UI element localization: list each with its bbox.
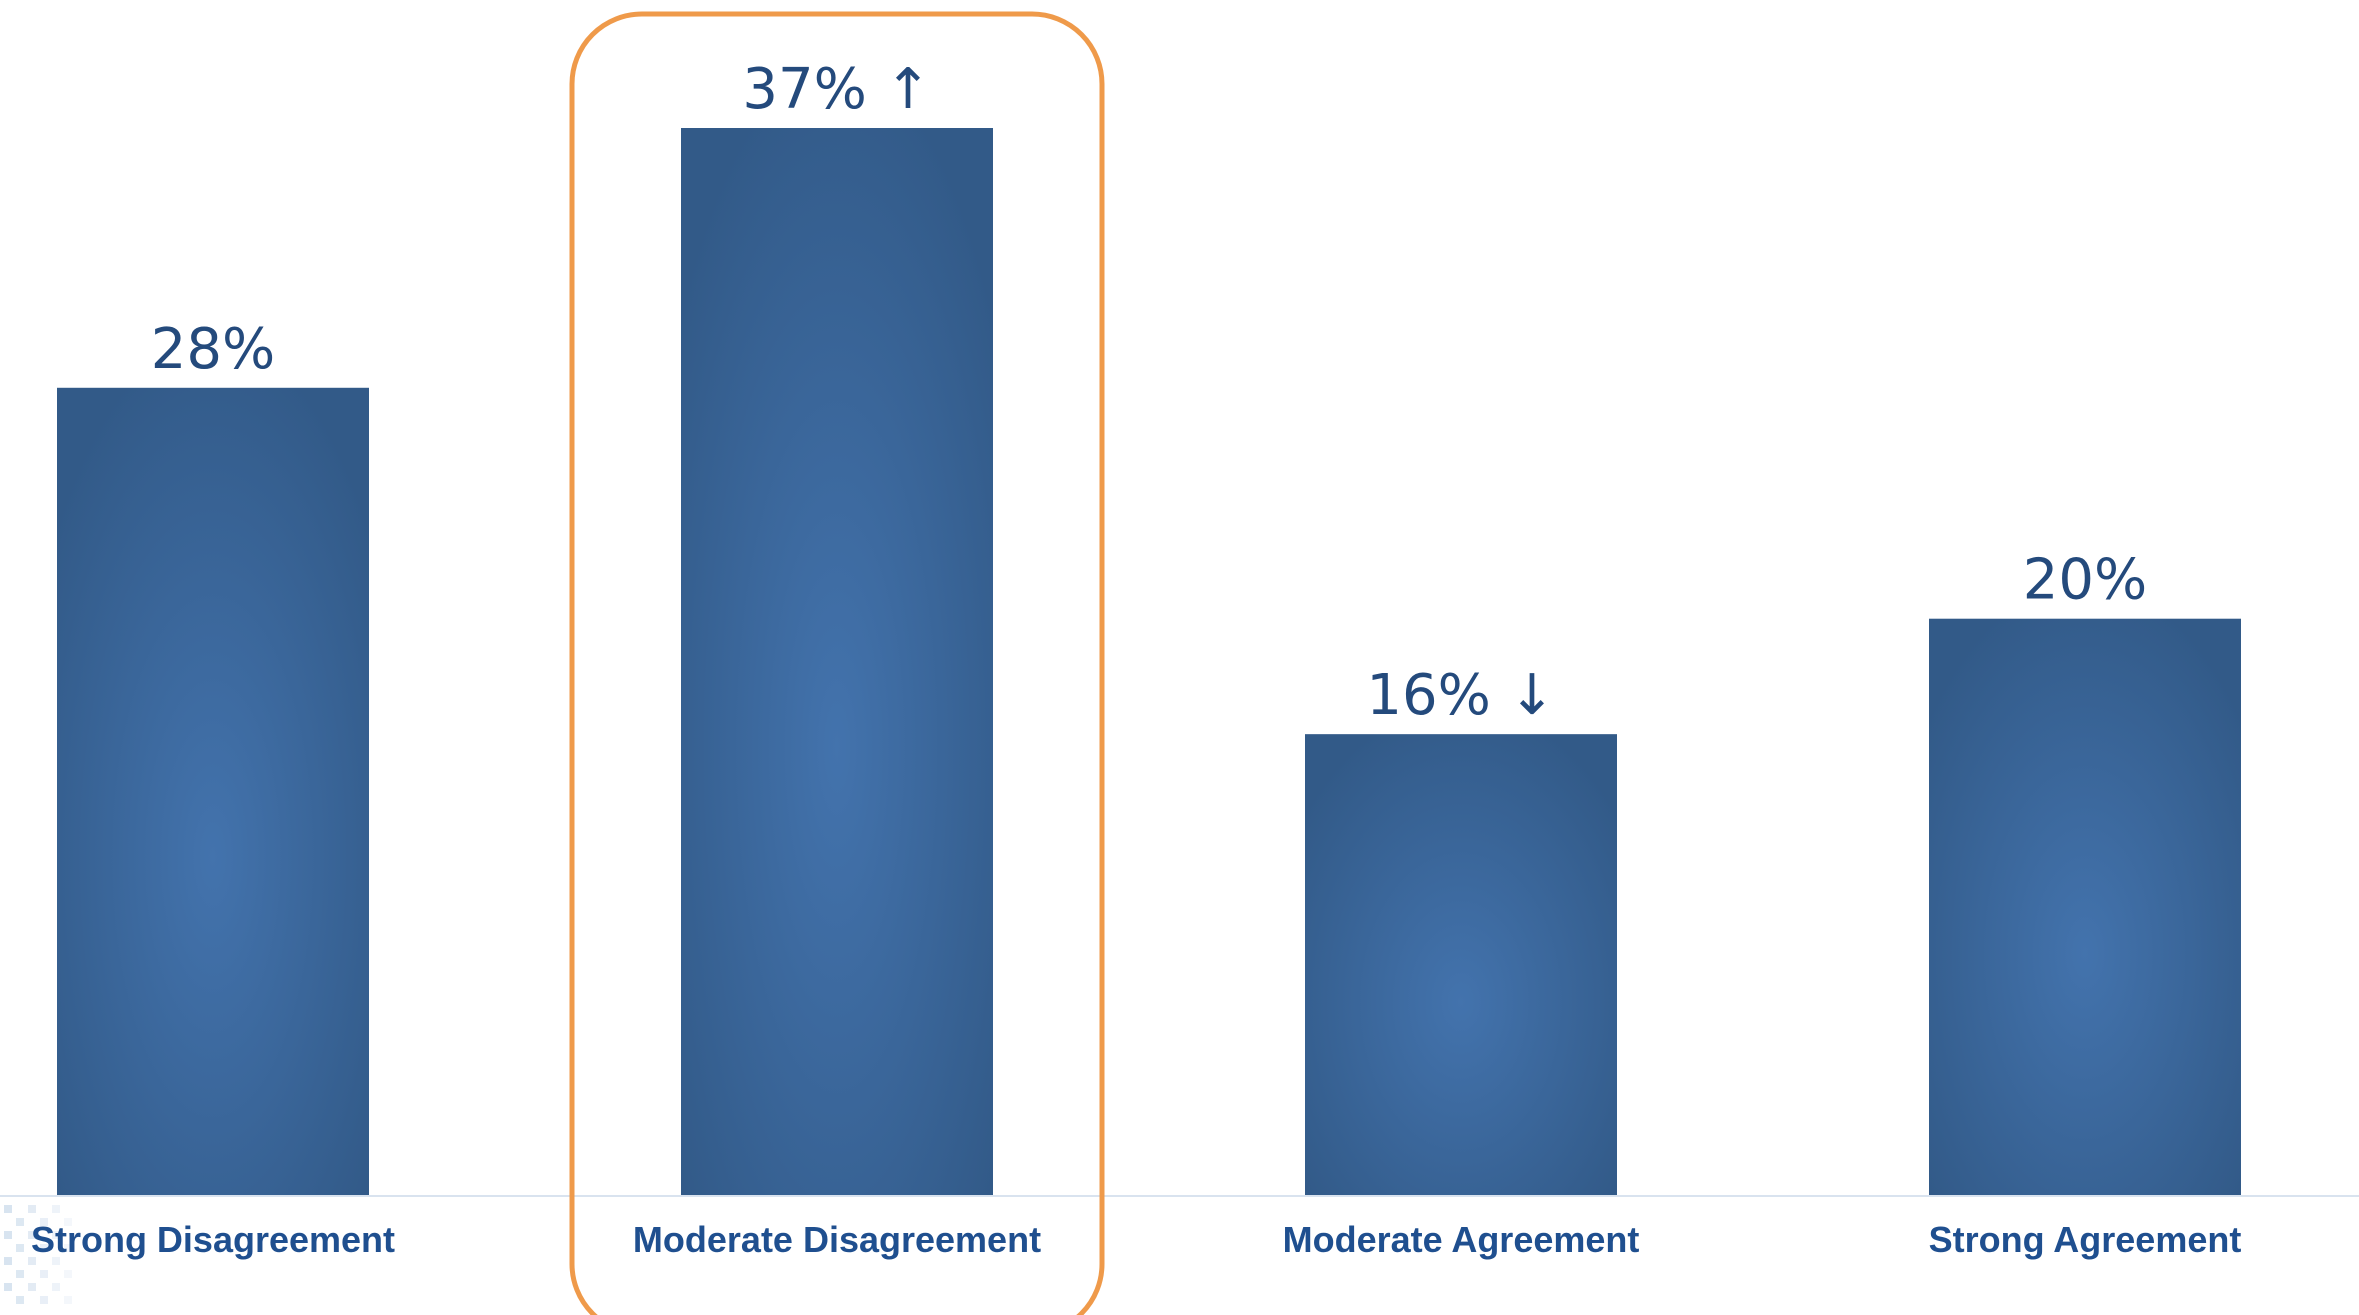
corner-pattern-square xyxy=(52,1283,60,1291)
corner-pattern-square xyxy=(40,1270,48,1278)
value-label: 16% ↓ xyxy=(1366,663,1555,728)
corner-pattern-square xyxy=(28,1205,36,1213)
corner-pattern-square xyxy=(64,1270,72,1278)
category-label: Moderate Disagreement xyxy=(633,1219,1041,1260)
corner-pattern-square xyxy=(16,1244,24,1252)
corner-pattern-square xyxy=(52,1231,60,1239)
category-labels-layer: Strong Disagreement Moderate Disagreement… xyxy=(31,1219,2241,1260)
corner-pattern-square xyxy=(40,1296,48,1304)
bars-layer xyxy=(57,128,2241,1196)
highlight-box xyxy=(569,11,1105,1315)
corner-pattern-square xyxy=(64,1296,72,1304)
corner-pattern-square xyxy=(40,1244,48,1252)
bar-strong-agreement xyxy=(1929,618,2241,1196)
category-label: Moderate Agreement xyxy=(1283,1219,1640,1260)
corner-pattern-square xyxy=(4,1205,12,1213)
corner-pattern-square xyxy=(52,1205,60,1213)
corner-pattern-square xyxy=(16,1270,24,1278)
corner-pattern-square xyxy=(28,1283,36,1291)
category-label: Strong Agreement xyxy=(1929,1219,2242,1260)
corner-pattern-square xyxy=(64,1218,72,1226)
corner-pattern-square xyxy=(4,1283,12,1291)
corner-pattern-square xyxy=(28,1231,36,1239)
corner-pattern-square xyxy=(16,1296,24,1304)
bar-moderate-disagreement xyxy=(681,128,993,1196)
corner-pattern-square xyxy=(52,1257,60,1265)
value-label: 28% xyxy=(151,317,275,382)
category-label: Strong Disagreement xyxy=(31,1219,395,1260)
corner-pattern-square xyxy=(64,1244,72,1252)
corner-pattern-square xyxy=(28,1257,36,1265)
corner-pattern-square xyxy=(4,1257,12,1265)
bar-moderate-agreement xyxy=(1305,734,1617,1196)
corner-pattern-square xyxy=(4,1231,12,1239)
value-label: 20% xyxy=(2023,548,2147,613)
corner-pattern-square xyxy=(16,1218,24,1226)
corner-decoration xyxy=(4,1205,72,1304)
value-label: 37% ↑ xyxy=(742,57,931,122)
corner-pattern-square xyxy=(40,1218,48,1226)
value-labels-layer: 28% 37% ↑ 16% ↓ 20% xyxy=(151,57,2147,728)
bar-strong-disagreement xyxy=(57,387,369,1196)
